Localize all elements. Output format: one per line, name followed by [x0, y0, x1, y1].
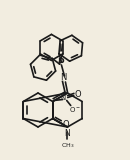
Text: O$^-$: O$^-$ [69, 105, 81, 114]
Text: P: P [57, 57, 64, 67]
Text: O: O [62, 120, 69, 129]
Text: N$^+$: N$^+$ [60, 92, 72, 103]
Text: N: N [60, 72, 67, 81]
Text: CH$_3$: CH$_3$ [61, 141, 74, 150]
Text: N: N [65, 129, 70, 138]
Text: O: O [74, 90, 81, 99]
